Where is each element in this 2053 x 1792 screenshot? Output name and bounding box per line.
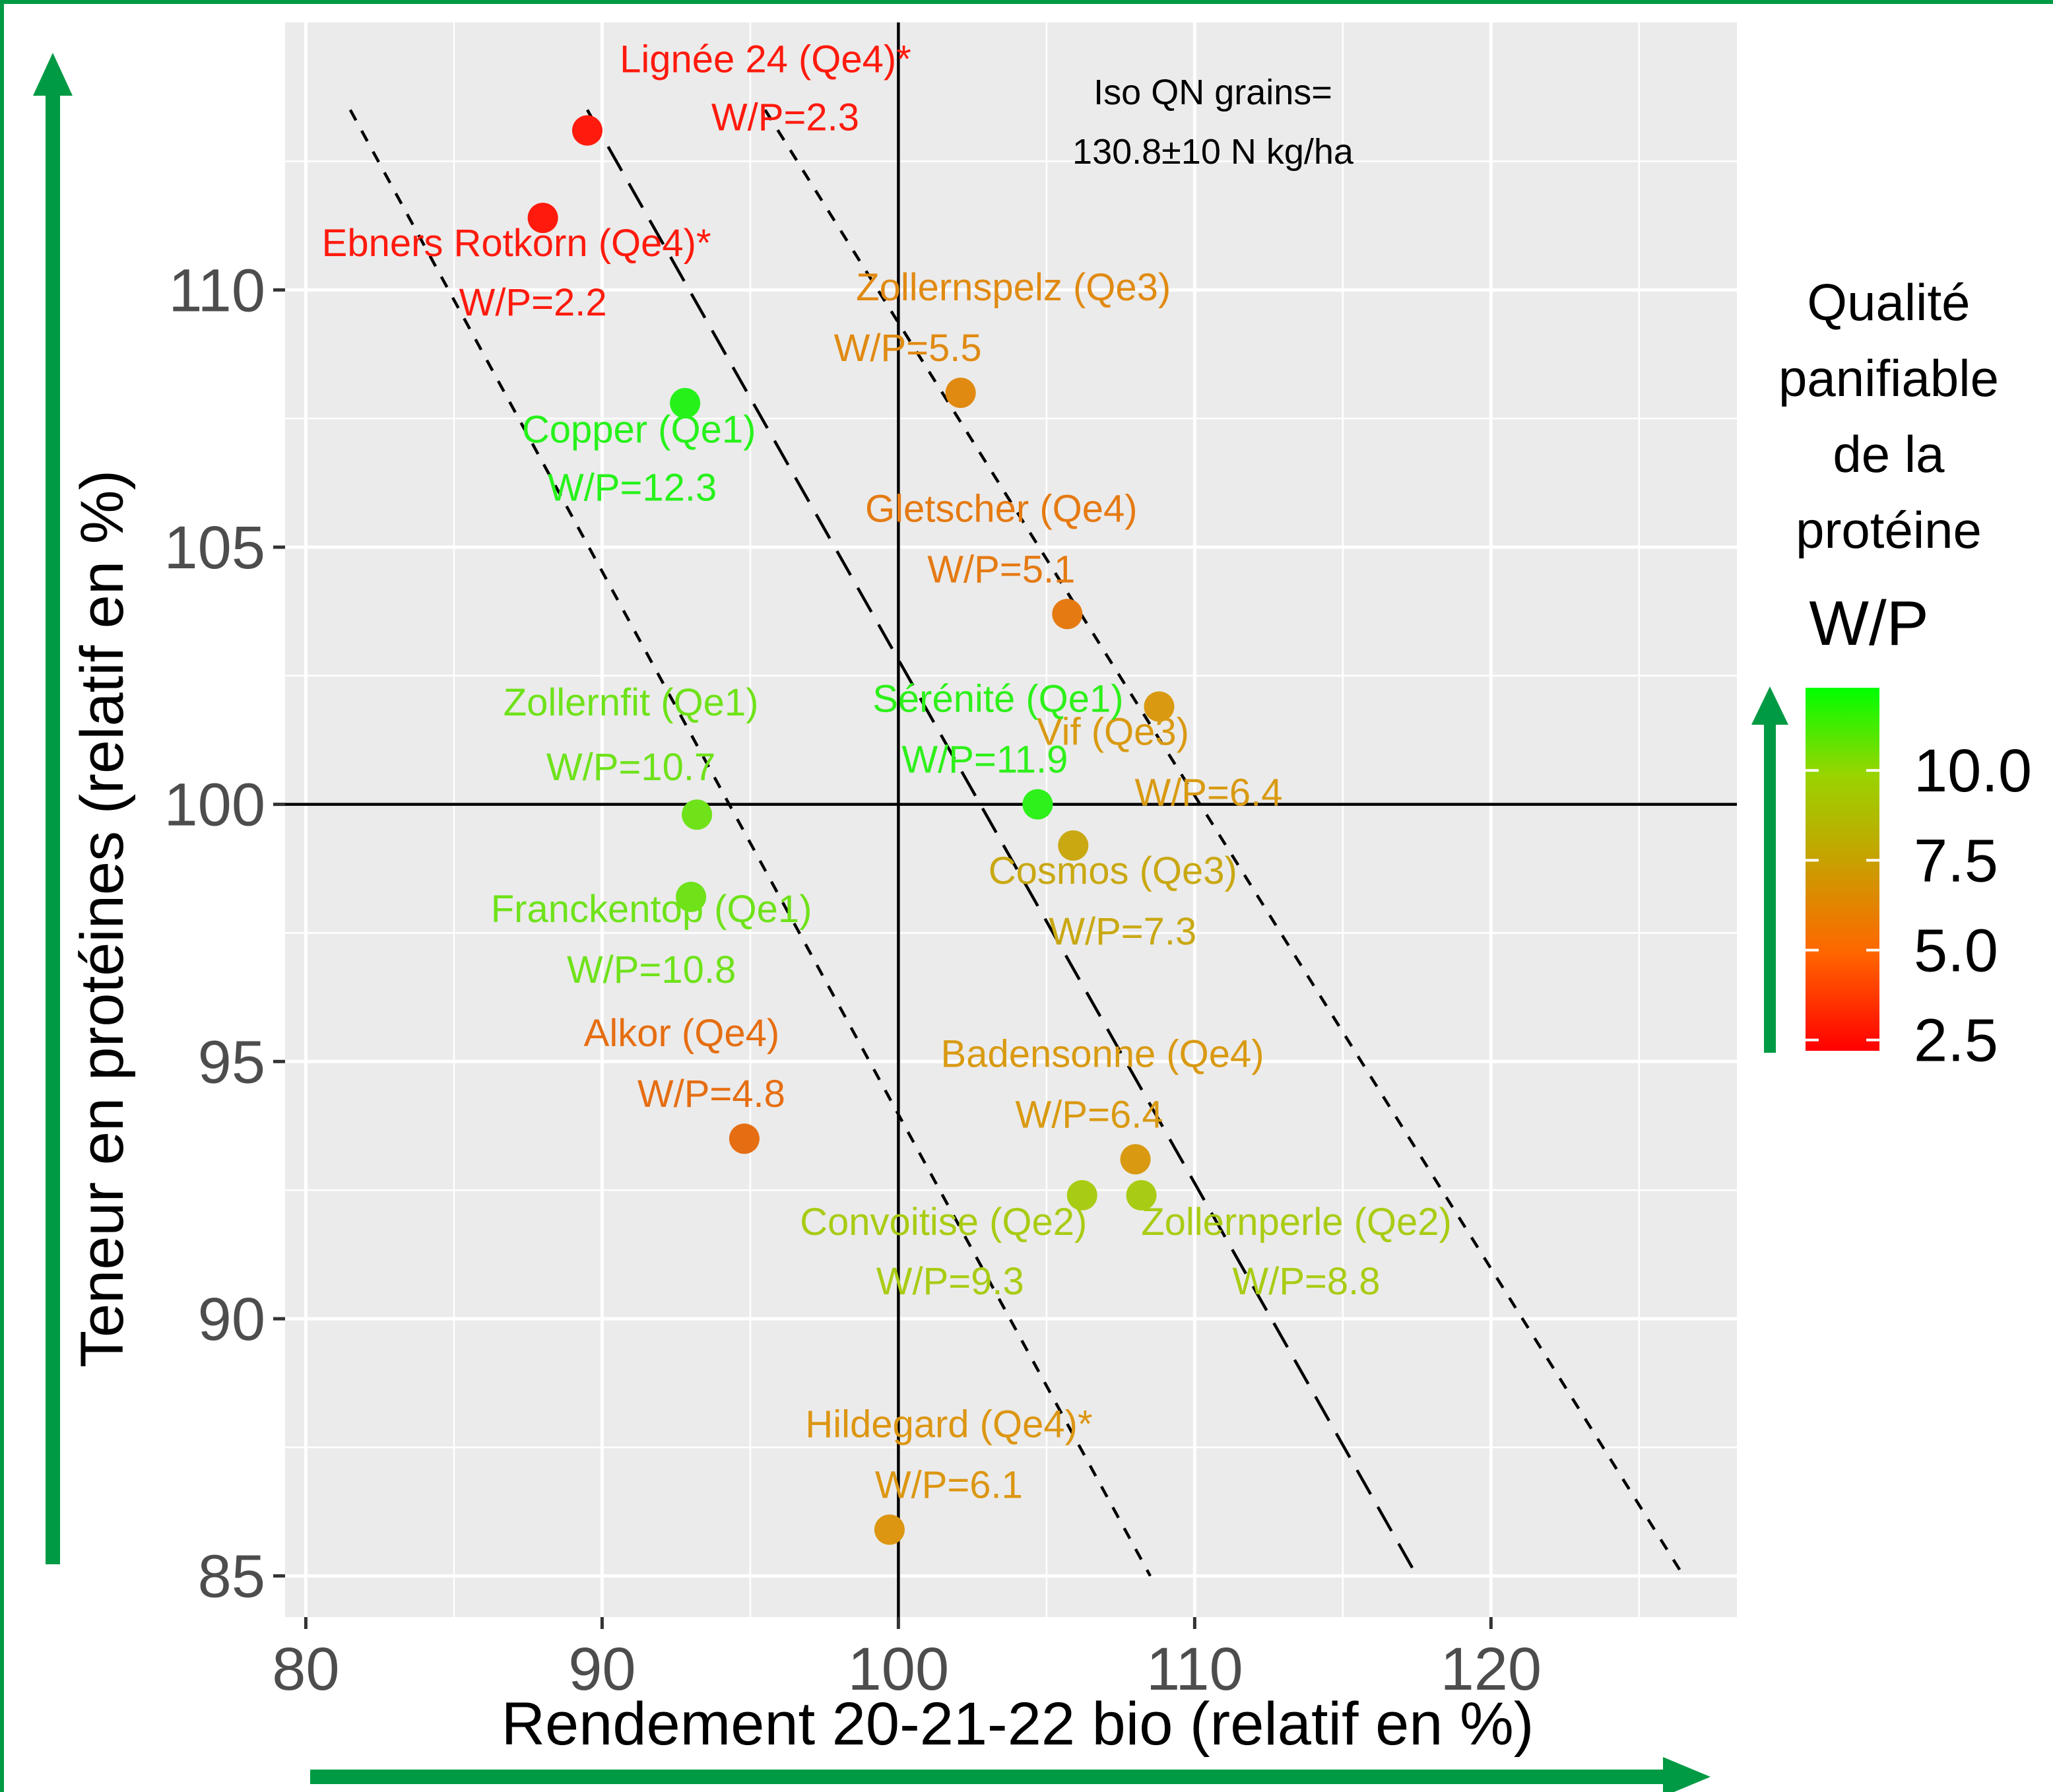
colorbar-tick-label: 10.0 [1914,737,2032,805]
point-name-label: Zollernfit (Qe1) [504,681,759,724]
point-name-label: Convoitise (Qe2) [800,1201,1087,1244]
point-name-label: Cosmos (Qe3) [989,849,1237,892]
iso-annotation-line-2: 130.8±10 N kg/ha [1072,132,1354,172]
y-tick-label: 90 [198,1286,265,1353]
y-tick-label: 100 [164,772,266,839]
y-axis-title: Teneur en protéines (relatif en %) [69,470,136,1368]
point-name-label: Zollernperle (Qe2) [1141,1201,1452,1244]
data-point [1058,830,1089,861]
x-axis-title: Rendement 20-21-22 bio (relatif en %) [502,1690,1534,1758]
legend-title-line-1: Qualité [1807,273,1970,331]
x-tick-label: 120 [1441,1636,1542,1703]
point-name-label: Copper (Qe1) [522,409,756,451]
iso-annotation-line-1: Iso QN grains= [1093,73,1332,112]
data-point [527,203,558,234]
data-point [729,1123,760,1154]
point-wp-label: W/P=5.5 [834,327,982,370]
point-wp-label: W/P=11.9 [901,739,1068,781]
legend-title-line-2: panifiable [1778,349,1999,407]
colorbar [1806,688,1879,1051]
y-tick-label: 95 [198,1028,265,1096]
point-name-label: Franckentop (Qe1) [491,888,812,931]
colorbar-tick-label: 2.5 [1914,1007,1998,1075]
point-wp-label: W/P=7.3 [1049,910,1196,953]
point-wp-label: W/P=10.7 [546,746,715,789]
point-wp-label: W/P=6.4 [1016,1093,1163,1136]
point-wp-label: W/P=12.3 [548,467,717,510]
data-point [1022,789,1053,820]
legend-title-line-4: protéine [1796,501,1982,559]
legend-increase-arrow [1751,686,1788,1053]
plot-panel [285,22,1737,1617]
point-name-label: Hildegard (Qe4)* [805,1403,1092,1446]
point-name-label: Alkor (Qe4) [584,1012,780,1055]
x-axis-ticks: 80 90 100 110 120 [272,1617,1542,1703]
iso-curve [348,109,1152,1577]
iso-curve [764,109,1685,1577]
point-wp-label: W/P=4.8 [637,1073,785,1115]
data-point [1144,691,1175,722]
point-wp-label: W/P=9.3 [876,1260,1024,1303]
point-name-label: Vif (Qe3) [1037,711,1189,754]
data-point [676,881,707,912]
point-wp-label: W/P=2.2 [459,281,607,324]
x-tick-label: 110 [1146,1636,1243,1703]
y-tick-label: 85 [198,1543,265,1610]
data-points [527,115,1175,1545]
iso-curve [586,109,1419,1577]
data-point [670,387,701,418]
point-labels: Lignée 24 (Qe4)* W/P=2.3 Ebners Rotkorn (Q… [322,38,1452,1507]
point-name-label: Gletscher (Qe4) [865,487,1138,530]
point-wp-label: W/P=5.1 [927,548,1075,591]
x-tick-label: 80 [272,1636,339,1703]
colorbar-tick-label: 7.5 [1914,827,1998,894]
point-wp-label: W/P=2.3 [711,96,859,139]
point-name-label: Lignée 24 (Qe4)* [620,38,911,81]
point-name-label: Ebners Rotkorn (Qe4)* [322,222,711,265]
x-tick-label: 100 [848,1636,950,1703]
point-name-label: Badensonne (Qe4) [941,1032,1264,1075]
point-wp-label: W/P=10.8 [567,948,736,991]
legend-variable: W/P [1809,588,1928,659]
point-wp-label: W/P=6.1 [875,1464,1023,1507]
point-name-label: Sérénité (Qe1) [872,678,1123,721]
x-tick-label: 90 [568,1636,635,1703]
data-point [1126,1179,1157,1211]
reference-lines [285,22,1737,1617]
data-point [945,378,976,409]
data-point [1066,1179,1097,1211]
legend-title-line-3: de la [1833,425,1945,483]
data-point [1052,599,1083,630]
data-point [571,115,603,146]
y-increase-arrow [33,53,73,1564]
y-tick-label: 105 [164,514,266,581]
y-axis-ticks: 85 90 95 100 105 110 [164,257,285,1610]
color-legend: Qualité panifiable de la protéine W/P 2.… [1778,273,2032,1075]
point-wp-label: W/P=8.8 [1233,1260,1381,1303]
y-tick-label: 110 [168,257,265,324]
data-point [1120,1144,1151,1175]
point-name-label: Zollernspelz (Qe3) [856,266,1171,309]
colorbar-tick-label: 5.0 [1914,917,1998,985]
data-point [682,799,713,830]
data-point [874,1514,905,1545]
x-increase-arrow [310,1757,1711,1792]
point-wp-label: W/P=6.4 [1134,772,1282,814]
iso-curves [348,109,1685,1577]
colorbar-ticks: 2.5 5.0 7.5 10.0 [1806,737,2032,1075]
